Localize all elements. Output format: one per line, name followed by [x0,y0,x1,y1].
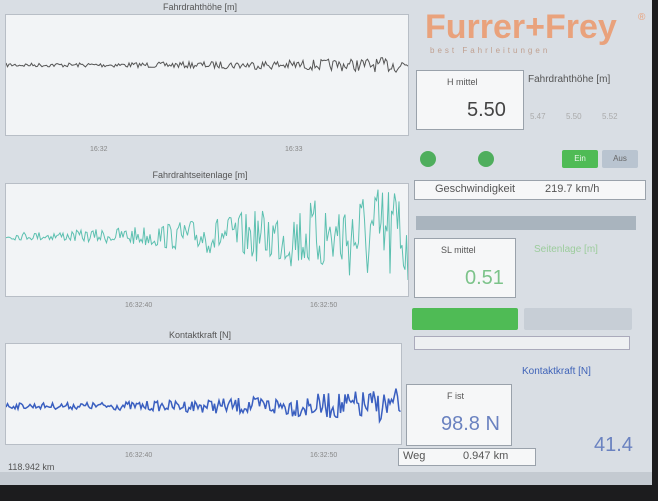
dropdown[interactable] [414,336,630,350]
label: Geschwindigkeit [435,183,515,195]
speed-box: Geschwindigkeit 219.7 km/h [414,180,646,200]
stat: 5.52 [602,112,618,121]
chart-panel [5,183,409,297]
label: F ist [447,391,464,401]
time-tick: 16:32:40 [125,302,152,309]
chart-title: Kontaktkraft [N] [60,330,340,340]
chart-title: Fahrdrahtseitenlage [m] [60,170,340,180]
time-tick: 16:32:40 [125,452,152,459]
height-box: H mittel 5.50 [416,70,524,130]
label: Weg [403,450,425,462]
chart-title: Fahrdrahthöhe [m] [60,2,340,12]
button[interactable] [412,308,518,330]
logo-mark: ® [638,12,645,23]
value: 0.51 [465,267,504,290]
stat: 5.50 [566,112,582,121]
off-button[interactable]: Aus [602,150,638,168]
value: 0.947 km [463,450,508,462]
on-button[interactable]: Ein [562,150,598,168]
time-tick: 16:32:50 [310,452,337,459]
value: 5.50 [467,99,506,122]
label: Fahrdrahthöhe [m] [528,74,610,85]
distance-box: Weg 0.947 km [398,448,536,466]
button[interactable] [524,308,632,330]
stat: 5.47 [530,112,546,121]
value: 41.4 [594,434,633,457]
screen: Fahrdrahthöhe [m] 16:32 16:33 Fahrdrahts… [0,0,652,485]
label: SL mittel [441,245,476,255]
value: 219.7 km/h [545,183,599,195]
page: Fahrdrahthöhe [m] 16:32 16:33 Fahrdrahts… [0,0,658,501]
label: Kontaktkraft [N] [522,366,591,377]
speed-bar [416,216,636,230]
logo-tagline: best Fahrleitungen [430,46,550,55]
time-tick: 16:33 [285,146,303,153]
label: Seitenlage [m] [534,244,598,255]
waveform-area [6,184,408,296]
indicator [420,151,436,167]
odometer: 118.942 km [8,462,54,472]
time-tick: 16:32:50 [310,302,337,309]
lateral-box: SL mittel 0.51 [414,238,516,298]
waveform [6,58,408,72]
waveform [6,190,408,280]
value: 98.8 N [441,413,500,436]
indicator [478,151,494,167]
waveform-area [6,344,401,444]
label: H mittel [447,77,478,87]
waveform-area [6,15,408,135]
logo: Furrer+Frey [425,8,617,47]
force-box: F ist 98.8 N [406,384,512,446]
chart-panel [5,14,409,136]
waveform [6,389,401,422]
taskbar [0,472,652,485]
time-tick: 16:32 [90,146,108,153]
chart-panel [5,343,402,445]
